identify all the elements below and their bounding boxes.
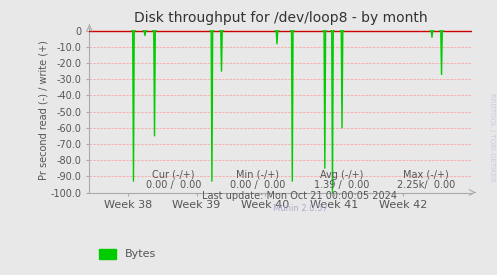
Text: 0.00 /  0.00: 0.00 / 0.00	[230, 180, 286, 189]
Legend: Bytes: Bytes	[95, 244, 161, 264]
Text: RRDTOOL / TOBI OETIKER: RRDTOOL / TOBI OETIKER	[489, 93, 495, 182]
Y-axis label: Pr second read (-) / write (+): Pr second read (-) / write (+)	[38, 40, 48, 180]
Title: Disk throughput for /dev/loop8 - by month: Disk throughput for /dev/loop8 - by mont…	[134, 11, 427, 25]
Text: 2.25k/  0.00: 2.25k/ 0.00	[397, 180, 455, 189]
Text: Last update: Mon Oct 21 00:00:05 2024: Last update: Mon Oct 21 00:00:05 2024	[202, 191, 398, 201]
Text: Munin 2.0.57: Munin 2.0.57	[272, 204, 328, 213]
Text: Cur (-/+): Cur (-/+)	[153, 170, 195, 180]
Text: 1.39 /  0.00: 1.39 / 0.00	[314, 180, 370, 189]
Text: Max (-/+): Max (-/+)	[404, 170, 449, 180]
Text: Avg (-/+): Avg (-/+)	[321, 170, 364, 180]
Text: Min (-/+): Min (-/+)	[237, 170, 279, 180]
Text: 0.00 /  0.00: 0.00 / 0.00	[146, 180, 201, 189]
